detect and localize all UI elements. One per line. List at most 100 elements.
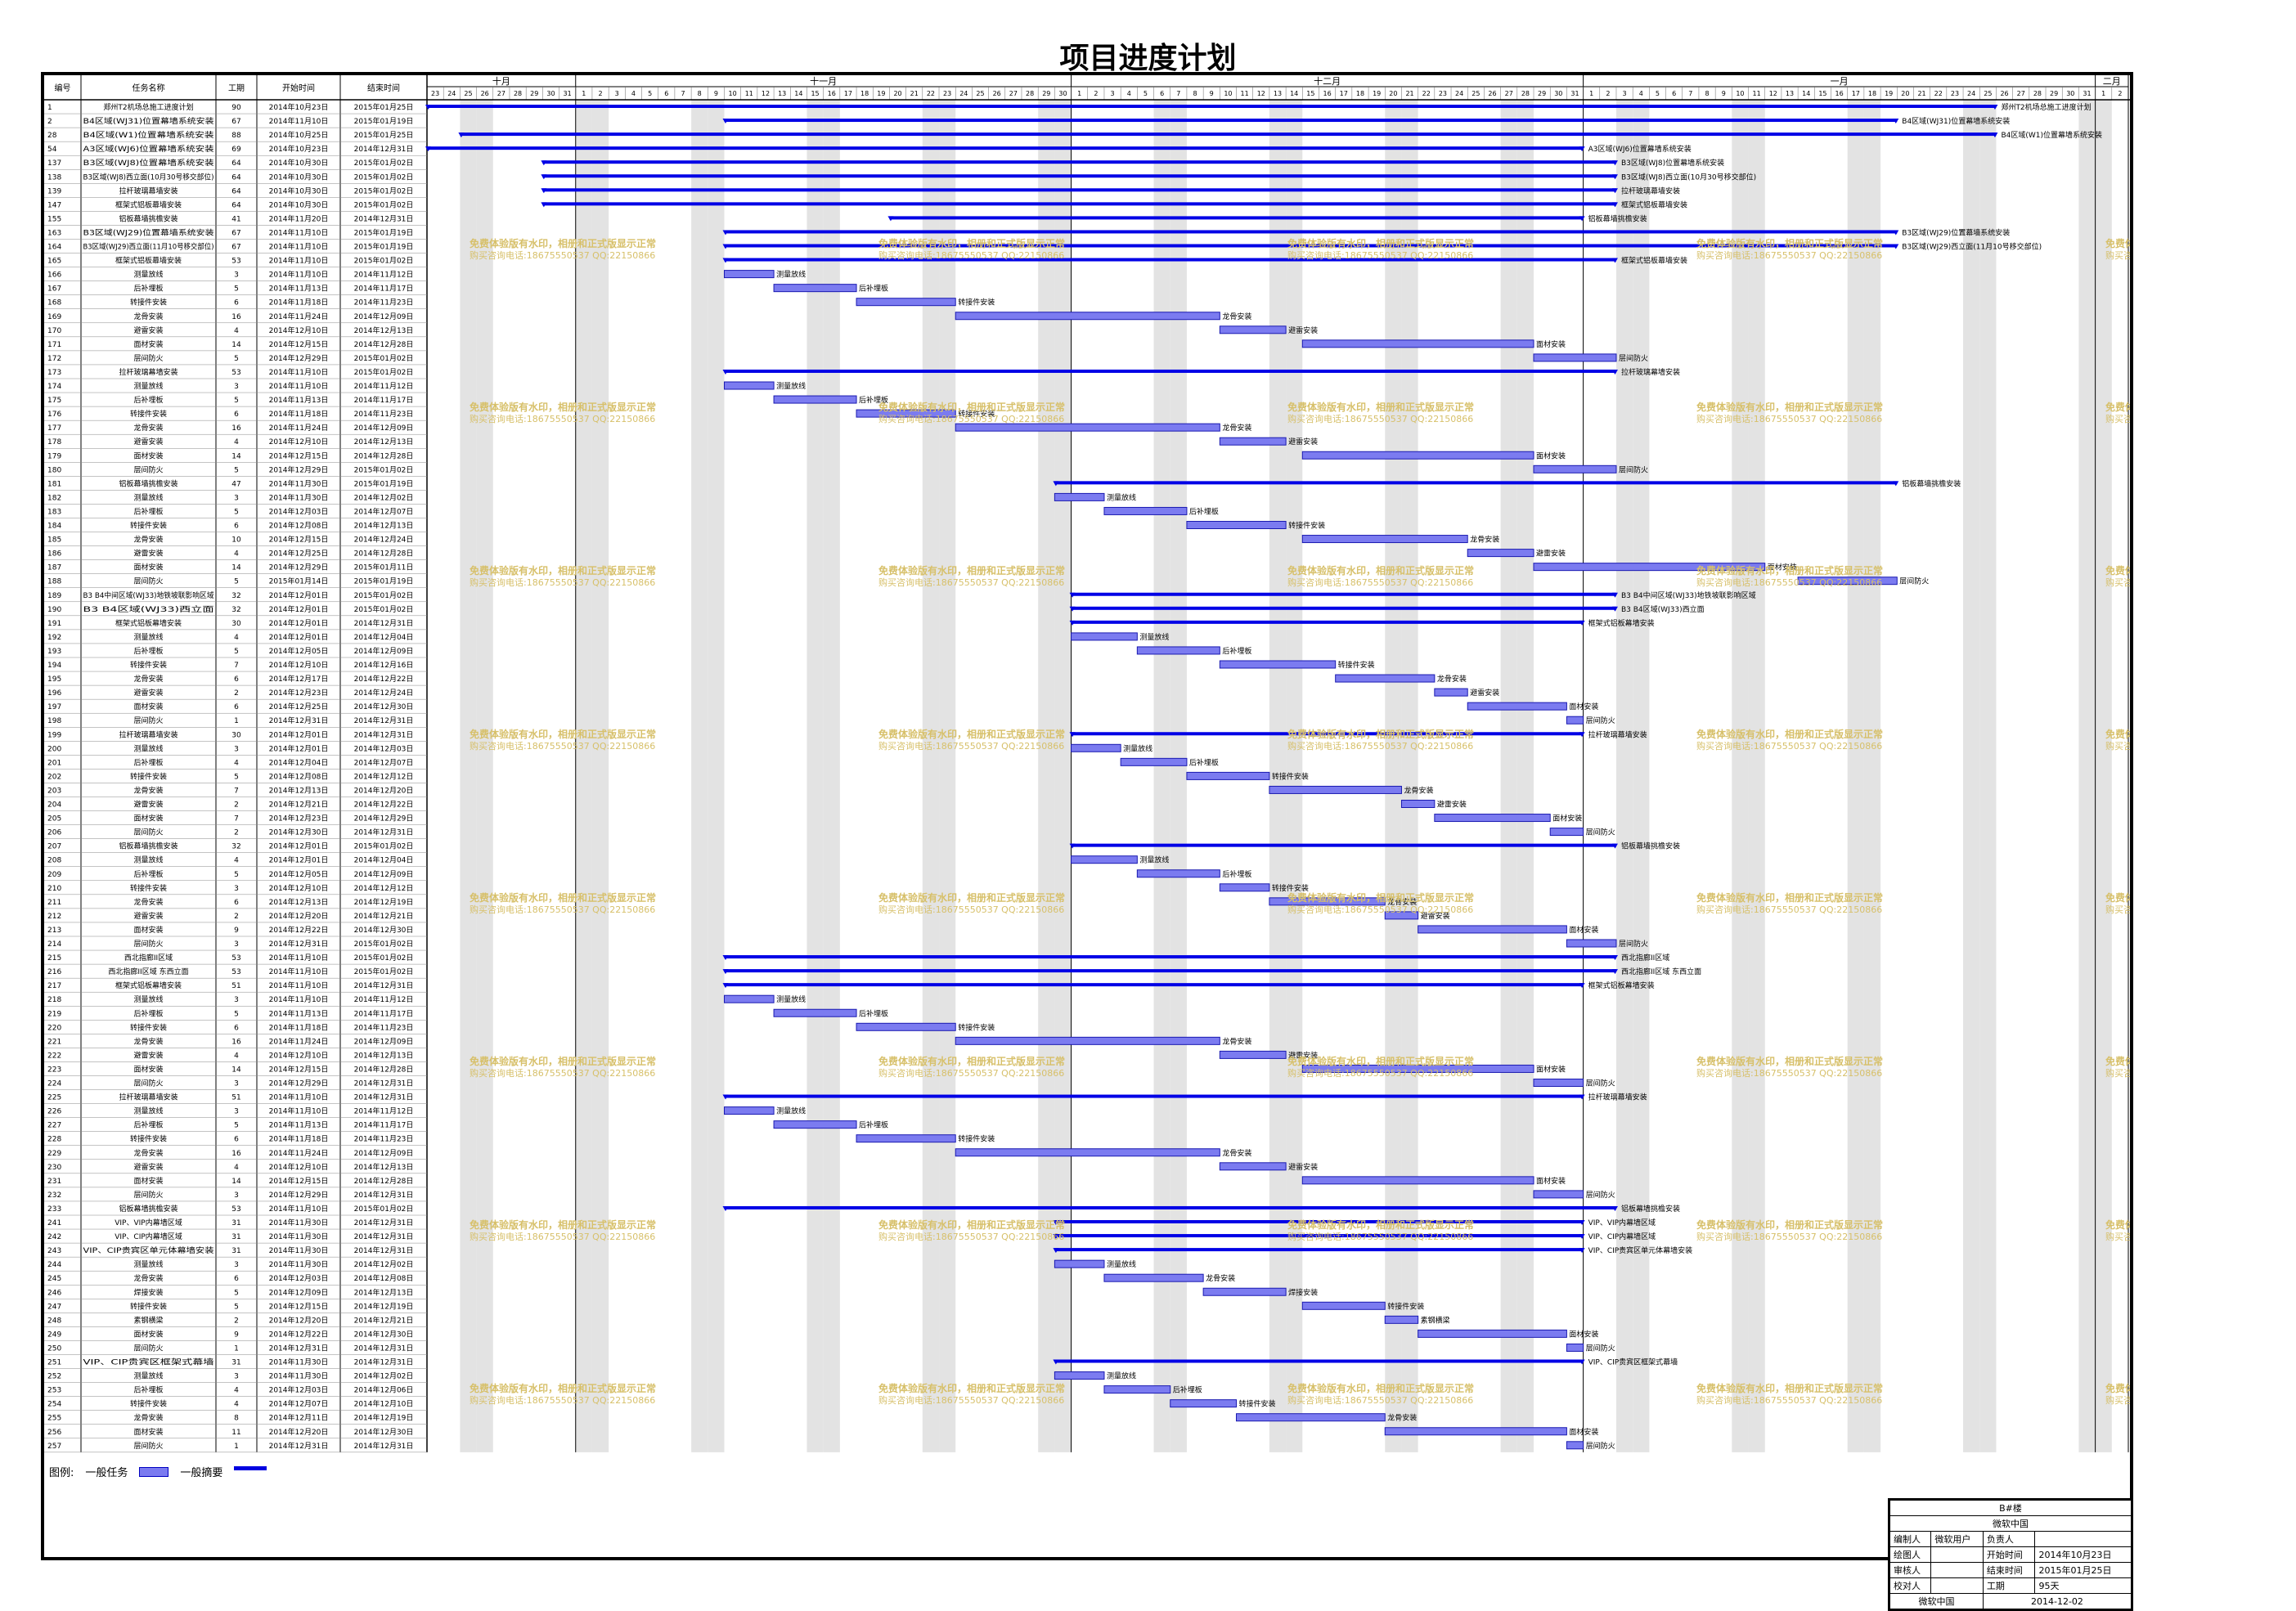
gantt-frame: 十月 十一月 十二月 一月 二月 23 24 25 26 27 28 29 30 31 1 2 3 4 5 6 7 8 9 1… [41, 72, 2133, 1560]
day-label: 9 [1722, 90, 1726, 97]
summary-start-cap [722, 244, 729, 249]
task-bar [1054, 1371, 1105, 1380]
summary-bar [724, 1205, 1616, 1209]
task-start: 2014年12月10日 [269, 325, 329, 335]
task-label: 素钢横梁 [1421, 1315, 1450, 1325]
task-end: 2014年11月17日 [354, 284, 414, 294]
task-end: 2014年12月13日 [354, 1162, 414, 1172]
weekend-shade [1038, 100, 1055, 1452]
summary-label: 西北指廊II区域 [1621, 953, 1669, 963]
watermark-line2: 购买咨询电话:18675550537 QQ:22150866 [1287, 577, 1473, 588]
weekend-shade [1385, 100, 1402, 1452]
task-end: 2014年12月12日 [354, 771, 414, 781]
day-label: 21 [1917, 90, 1925, 97]
summary-label: 郑州T2机场总施工进度计划 [2001, 102, 2091, 112]
task-start: 2014年12月09日 [269, 1287, 329, 1297]
day-label: 10 [1224, 90, 1232, 97]
task-label: 转接件安装 [1272, 883, 1309, 893]
task-start: 2014年12月10日 [269, 883, 329, 893]
task-duration: 4 [234, 1052, 239, 1060]
task-duration: 5 [234, 1010, 239, 1018]
task-bar [1136, 646, 1220, 655]
summary-end-cap [1611, 843, 1618, 849]
task-id: 218 [47, 996, 61, 1004]
task-bar [1219, 325, 1287, 334]
day-label: 29 [1042, 90, 1050, 97]
task-bar [856, 298, 956, 307]
task-start: 2014年12月07日 [269, 1399, 329, 1409]
legend-task-swatch [139, 1466, 169, 1477]
task-end: 2015年01月19日 [354, 577, 414, 586]
task-label: 测量放线 [1107, 492, 1136, 502]
summary-start-cap [1069, 732, 1076, 738]
watermark-line2: 购买咨询电话:18675550537 QQ:22150866 [1287, 249, 1473, 261]
task-id: 247 [47, 1303, 61, 1311]
task-label: 后补埋板 [859, 395, 888, 405]
task-start: 2014年12月01日 [269, 590, 329, 600]
task-id: 217 [47, 982, 61, 990]
task-duration: 5 [234, 355, 239, 363]
task-end: 2014年12月10日 [354, 1399, 414, 1409]
task-duration: 14 [231, 341, 241, 349]
task-name: 后补埋板 [133, 1385, 163, 1395]
task-name: 面材安装 [133, 1064, 163, 1074]
summary-label: 拉杆玻璃幕墙安装 [1588, 729, 1647, 739]
day-label: 13 [778, 90, 786, 97]
task-end: 2014年11月23日 [354, 298, 414, 307]
task-name: 焊接安装 [133, 1287, 163, 1297]
task-name: 面材安装 [133, 1427, 163, 1437]
summary-start-cap [1053, 1220, 1059, 1225]
task-start: 2014年12月29日 [269, 464, 329, 474]
summary-bar [1054, 481, 1898, 485]
task-bar [1120, 757, 1188, 766]
summary-start-cap [1053, 1359, 1059, 1365]
summary-end-cap [1893, 230, 1899, 236]
task-name: 避雷安装 [133, 325, 163, 335]
task-id: 195 [47, 675, 61, 684]
task-duration: 3 [234, 1191, 239, 1200]
weekend-shade [1153, 100, 1170, 1452]
task-duration: 5 [234, 1303, 239, 1311]
task-duration: 64 [231, 159, 241, 168]
task-id: 229 [47, 1150, 61, 1158]
task-end: 2014年11月12日 [354, 994, 414, 1004]
task-start: 2014年12月29日 [269, 353, 329, 363]
task-start: 2014年11月13日 [269, 1008, 329, 1018]
column-header-duration: 工期 [228, 83, 245, 93]
task-start: 2014年12月01日 [269, 841, 329, 851]
task-label: 龙骨安装 [1222, 423, 1251, 433]
task-end: 2015年01月02日 [354, 464, 414, 474]
task-bar [1533, 353, 1617, 362]
watermark-line1: 免费体验版有水印，相册和正式版显示正常 [878, 728, 1065, 740]
task-name: VIP、CIP贵宾区框架式幕墙 [83, 1357, 214, 1367]
summary-start-cap [1053, 1234, 1059, 1240]
watermark-line2: 购买咨询电话:18675550537 QQ:22150866 [2105, 1394, 2130, 1406]
task-id: 54 [47, 146, 57, 154]
watermark-line2: 购买咨询电话:18675550537 QQ:22150866 [470, 249, 655, 261]
day-label: 3 [615, 90, 619, 97]
summary-end-cap [1611, 606, 1618, 612]
tb-cell: 95天 [2034, 1577, 2132, 1594]
task-id: 200 [47, 745, 61, 753]
task-id: 171 [47, 341, 61, 349]
task-start: 2014年12月25日 [269, 702, 329, 711]
task-name: VIP、CIP贵宾区单元体幕墙安装 [83, 1245, 214, 1255]
task-start: 2014年12月01日 [269, 855, 329, 865]
watermark-line2: 购买咨询电话:18675550537 QQ:22150866 [2105, 1231, 2130, 1242]
task-duration: 3 [234, 940, 239, 949]
task-name: 龙骨安装 [133, 785, 163, 795]
task-end: 2014年12月22日 [354, 800, 414, 810]
summary-start-cap [458, 132, 465, 138]
task-bar [1533, 464, 1617, 473]
task-label: 面材安装 [1768, 563, 1797, 572]
weekend-shade [1170, 100, 1187, 1452]
task-id: 169 [47, 313, 61, 321]
task-label: 后补埋板 [859, 1120, 888, 1130]
watermark-line1: 免费体验版有水印，相册和正式版显示正常 [1287, 564, 1474, 577]
task-end: 2014年12月30日 [354, 1427, 414, 1437]
task-id: 178 [47, 438, 61, 447]
watermark-line1: 免费体验版有水印，相册和正式版显示正常 [878, 237, 1065, 249]
task-bar [955, 312, 1220, 321]
task-id: 211 [47, 899, 61, 907]
task-id: 223 [47, 1066, 61, 1074]
